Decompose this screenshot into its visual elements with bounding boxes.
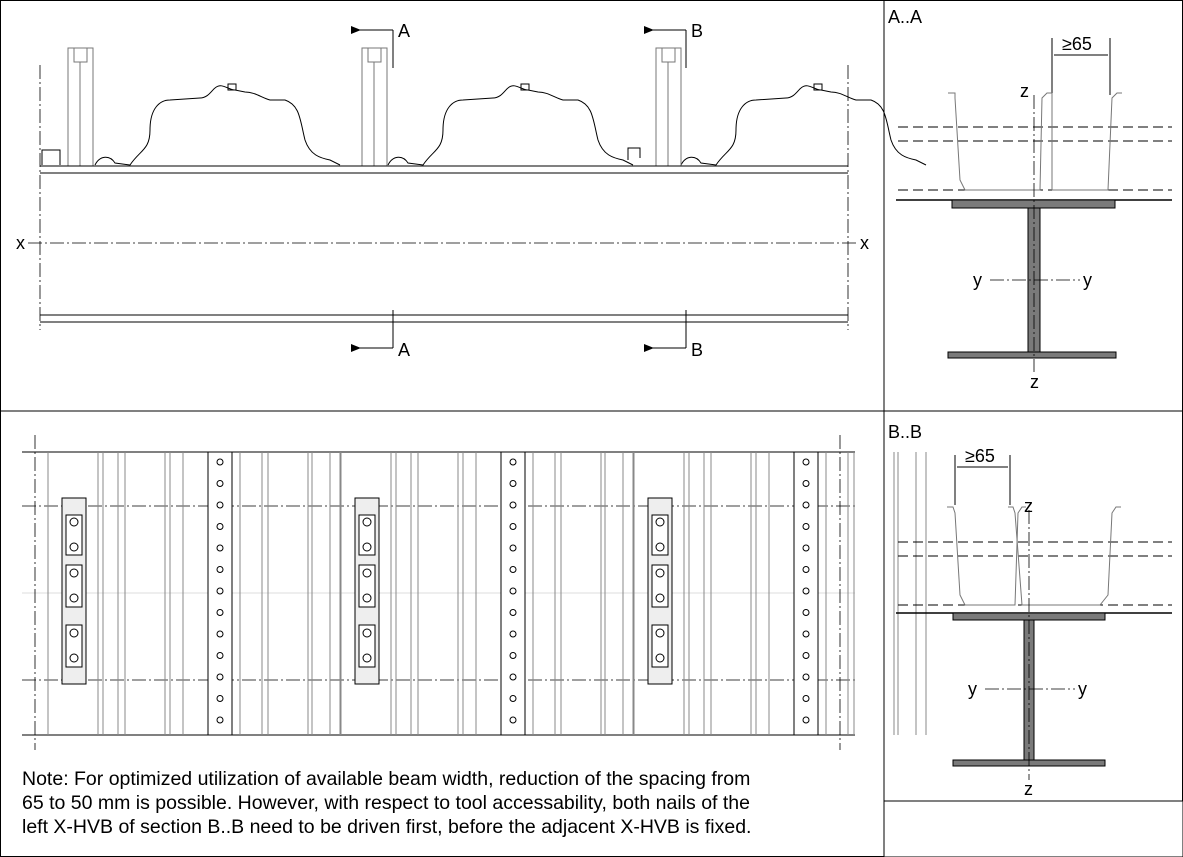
- axis-label: z: [1030, 372, 1039, 392]
- hole: [802, 587, 810, 595]
- cut-label: B: [691, 340, 703, 360]
- axis-label: x: [860, 233, 869, 253]
- hole: [802, 501, 810, 509]
- axis-label: y: [1078, 679, 1087, 699]
- connector: [647, 497, 673, 685]
- hole: [509, 501, 517, 509]
- bottom-flange: [947, 351, 1117, 359]
- hole: [216, 480, 224, 487]
- hole: [216, 458, 224, 466]
- axis-label: z: [1024, 779, 1033, 799]
- cut-label: A: [398, 21, 410, 41]
- axis-label: z: [1024, 496, 1033, 516]
- cut-label: B: [691, 21, 703, 41]
- hole: [216, 544, 224, 552]
- hole: [509, 480, 517, 487]
- deck-channel: [947, 506, 1026, 606]
- cut-label: A: [398, 340, 410, 360]
- hole: [216, 630, 224, 638]
- hole: [509, 716, 517, 724]
- top-flange: [951, 199, 1116, 209]
- note: Note: For optimized utilization of avail…: [22, 768, 751, 838]
- hole: [509, 609, 517, 616]
- axis-label: y: [973, 270, 982, 290]
- hole: [802, 716, 810, 724]
- hole: [509, 652, 517, 659]
- section-a: A..A ≥65 z z y y: [888, 7, 1172, 392]
- hole: [216, 695, 224, 702]
- blank: [884, 801, 1183, 857]
- hole: [509, 566, 517, 573]
- hole: [802, 523, 810, 530]
- axis-label: y: [968, 679, 977, 699]
- hole: [509, 695, 517, 702]
- hole: [802, 673, 810, 681]
- section-title: A..A: [888, 7, 922, 27]
- hole: [802, 652, 810, 659]
- hole: [216, 673, 224, 681]
- hole: [216, 716, 224, 724]
- hole: [216, 652, 224, 659]
- hole: [802, 566, 810, 573]
- deck-channel: [1052, 92, 1122, 191]
- hole: [509, 673, 517, 681]
- hole: [802, 630, 810, 638]
- deck-channel: [1008, 506, 1121, 606]
- hole: [509, 523, 517, 530]
- elevation: x x A B A B: [16, 21, 927, 360]
- section-b: B..B ≥65 z z y y: [888, 422, 1172, 799]
- deck-lap: [627, 147, 641, 160]
- hole: [216, 587, 224, 595]
- section-title: B..B: [888, 422, 922, 442]
- connector: [61, 497, 87, 685]
- plan: [22, 435, 927, 750]
- dimension: ≥65: [1062, 34, 1092, 54]
- hole: [216, 501, 224, 509]
- deck-channel: [948, 92, 1052, 191]
- dimension: ≥65: [965, 446, 995, 466]
- hole: [802, 458, 810, 466]
- hole: [509, 544, 517, 552]
- hole: [802, 480, 810, 487]
- axis-label: z: [1020, 81, 1029, 101]
- hole: [216, 523, 224, 530]
- hole: [802, 695, 810, 702]
- hole: [216, 609, 224, 616]
- hole: [509, 630, 517, 638]
- connector: [354, 497, 380, 685]
- axis-label: x: [16, 233, 25, 253]
- axis-label: y: [1083, 270, 1092, 290]
- hole: [509, 458, 517, 466]
- note-line: left X-HVB of section B..B need to be dr…: [22, 816, 751, 838]
- note-line: Note: For optimized utilization of avail…: [22, 768, 750, 790]
- hole: [216, 566, 224, 573]
- hole: [802, 609, 810, 616]
- deck-edge: [41, 149, 61, 165]
- note-line: 65 to 50 mm is possible. However, with r…: [22, 792, 750, 814]
- hole: [802, 544, 810, 552]
- hole: [509, 587, 517, 595]
